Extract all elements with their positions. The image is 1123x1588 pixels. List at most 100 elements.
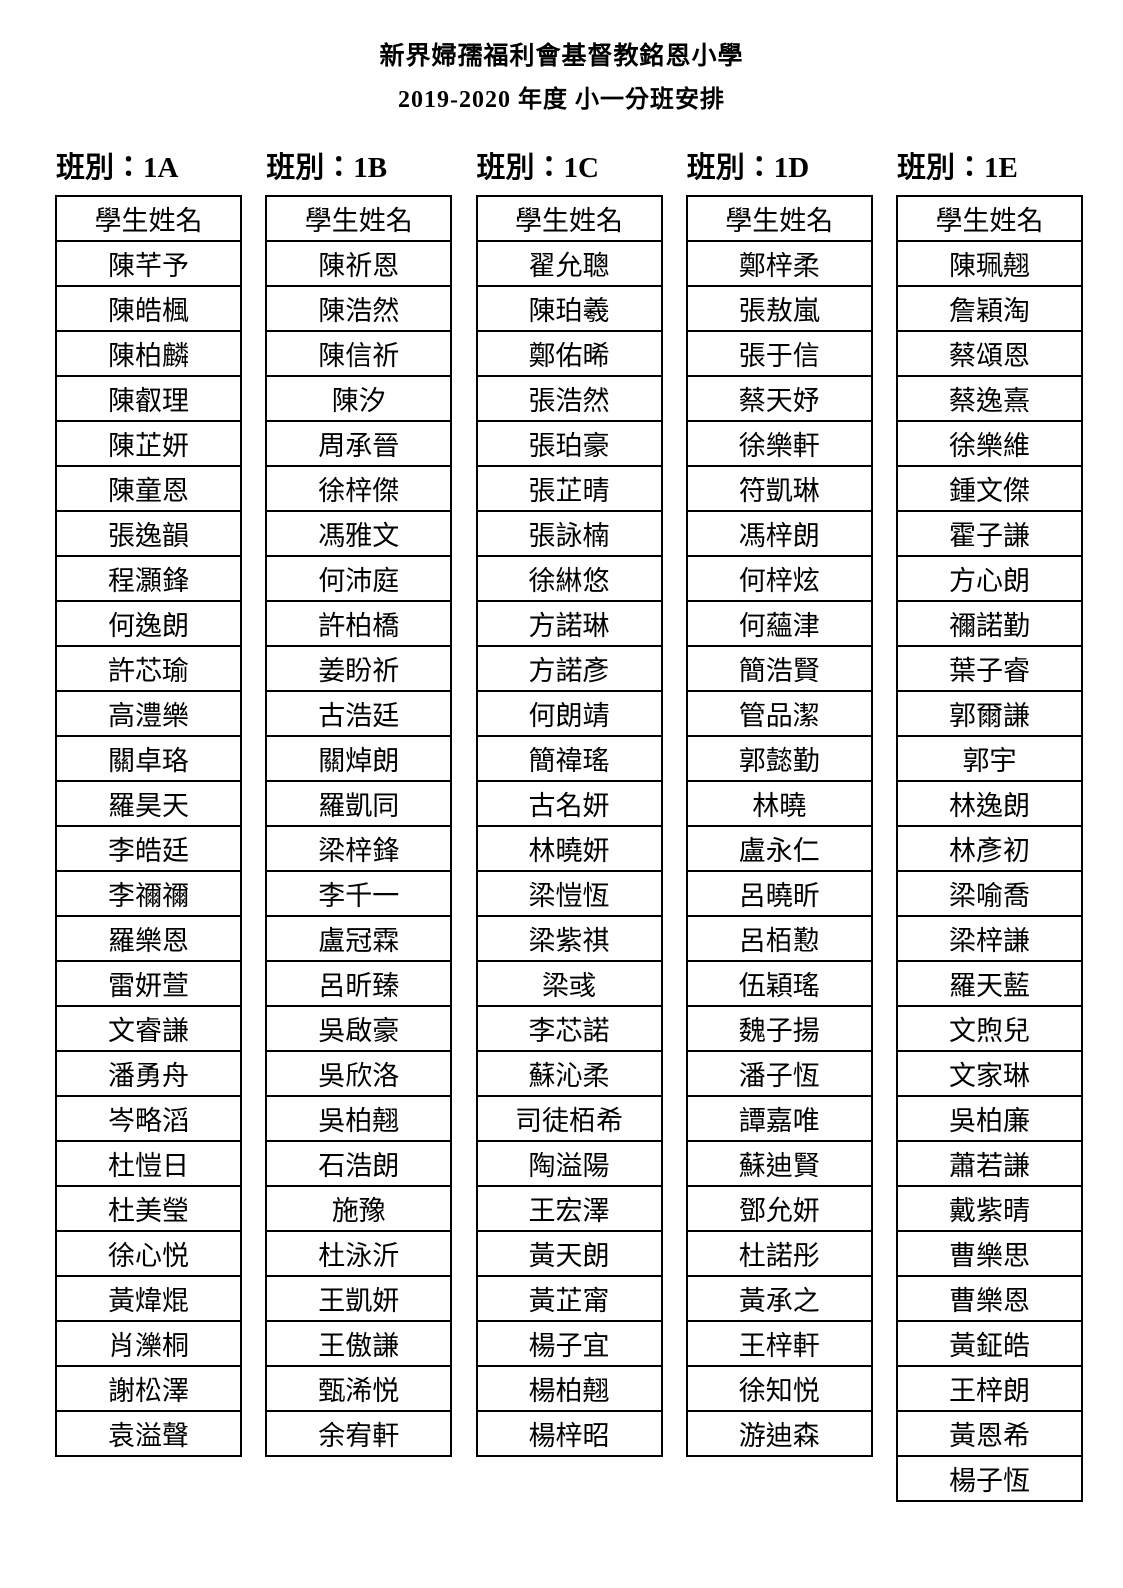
student-row: 魏子揚 <box>685 1005 873 1052</box>
class-label-1a: 班別：1A <box>56 152 179 184</box>
student-row: 管品潔 <box>685 690 873 737</box>
student-roster-table-1c: 學生姓名 翟允聰 陳珀羲 鄭佑晞 張浩然 張珀豪 張芷晴 張詠楠 徐綝悠 方諾琳 方諾彥 何朗靖 簡禕… <box>475 195 663 1457</box>
student-row: 游迪森 <box>685 1410 873 1457</box>
student-name-cell: 楊子宜 <box>475 1320 663 1367</box>
student-row: 羅天藍 <box>896 960 1083 1007</box>
student-name-cell: 王凱妍 <box>265 1275 453 1322</box>
student-row: 梁梓謙 <box>896 915 1083 962</box>
student-name-cell: 陳珮翹 <box>896 240 1083 287</box>
student-row: 戴紫晴 <box>896 1185 1083 1232</box>
student-name-cell: 蘇沁柔 <box>475 1050 663 1097</box>
student-row: 王傲謙 <box>265 1320 453 1367</box>
student-row: 林彥初 <box>896 825 1083 872</box>
class-columns: 班別：1A 學生姓名 陳芊予 陳皓楓 陳柏麟 陳叡理 陳芷妍 陳童恩 張逸韻 程灝鋒 何逸朗 許芯… <box>0 144 1123 1542</box>
student-row: 郭宇 <box>896 735 1083 782</box>
student-row: 黃芷甯 <box>475 1275 663 1322</box>
student-name-cell: 杜泳沂 <box>265 1230 453 1277</box>
school-name: 新界婦孺福利會基督教銘恩小學 <box>379 43 744 70</box>
student-name-cell: 禰諾勤 <box>896 600 1083 647</box>
student-name-cell: 徐樂維 <box>896 420 1083 467</box>
student-name-cell: 何沛庭 <box>265 555 453 602</box>
student-row: 肖濼桐 <box>55 1320 242 1367</box>
student-row: 陳汐 <box>265 375 453 422</box>
student-name-cell: 郭宇 <box>896 735 1083 782</box>
student-name-cell: 蔡天妤 <box>685 375 873 422</box>
student-name-cell: 文家琳 <box>896 1050 1083 1097</box>
student-name-cell: 楊子恆 <box>896 1455 1083 1502</box>
student-row: 余宥軒 <box>265 1410 453 1457</box>
student-name-cell: 呂昕臻 <box>265 960 453 1007</box>
student-name-cell: 呂栢懃 <box>685 915 873 962</box>
student-name-cell: 林彥初 <box>896 825 1083 872</box>
student-name-cell: 姜盼祈 <box>265 645 453 692</box>
roster-header-row: 學生姓名 <box>896 195 1083 242</box>
student-name-cell: 黃煒焜 <box>55 1275 242 1322</box>
student-row: 李禰禰 <box>55 870 242 917</box>
student-row: 李芯諾 <box>475 1005 663 1052</box>
student-name-cell: 梁愷恆 <box>475 870 663 917</box>
student-name-cell: 甄浠悦 <box>265 1365 453 1412</box>
class-label-1e: 班別：1E <box>897 152 1018 184</box>
student-row: 關焯朗 <box>265 735 453 782</box>
student-row: 方諾彥 <box>475 645 663 692</box>
student-name-cell: 何梓炫 <box>685 555 873 602</box>
student-row: 黃鉦皓 <box>896 1320 1083 1367</box>
student-name-cell: 司徒栢希 <box>475 1095 663 1142</box>
student-name-cell: 陳珀羲 <box>475 285 663 332</box>
student-row: 黃恩希 <box>896 1410 1083 1457</box>
student-row: 許芯瑜 <box>55 645 242 692</box>
student-name-cell: 何朗靖 <box>475 690 663 737</box>
student-name-cell: 翟允聰 <box>475 240 663 287</box>
student-row: 周承晉 <box>265 420 453 467</box>
student-row: 施豫 <box>265 1185 453 1232</box>
student-row: 葉子睿 <box>896 645 1083 692</box>
student-name-cell: 張逸韻 <box>55 510 242 557</box>
class-column-1d: 班別：1D 學生姓名 鄭梓柔 張敖嵐 張于信 蔡天妤 徐樂軒 符凱琳 馮梓朗 何梓炫 何蘊津 簡浩… <box>685 144 873 1457</box>
student-name-cell: 郭爾謙 <box>896 690 1083 737</box>
student-name-cell: 蘇迪賢 <box>685 1140 873 1187</box>
student-name-cell: 林逸朗 <box>896 780 1083 827</box>
student-row: 何逸朗 <box>55 600 242 647</box>
student-name-cell: 方心朗 <box>896 555 1083 602</box>
roster-header-row: 學生姓名 <box>265 195 453 242</box>
student-name-cell: 陳叡理 <box>55 375 242 422</box>
student-name-cell: 吳柏廉 <box>896 1095 1083 1142</box>
student-name-cell: 鄧允妍 <box>685 1185 873 1232</box>
student-row: 鄧允妍 <box>685 1185 873 1232</box>
student-name-cell: 方諾琳 <box>475 600 663 647</box>
student-name-cell: 林曉 <box>685 780 873 827</box>
roster-header-row: 學生姓名 <box>685 195 873 242</box>
student-row: 張詠楠 <box>475 510 663 557</box>
student-name-cell: 詹穎淘 <box>896 285 1083 332</box>
student-name-cell: 文煦兒 <box>896 1005 1083 1052</box>
student-name-cell: 譚嘉唯 <box>685 1095 873 1142</box>
student-row: 伍穎瑤 <box>685 960 873 1007</box>
roster-header-cell: 學生姓名 <box>475 195 663 242</box>
student-row: 呂昕臻 <box>265 960 453 1007</box>
student-name-cell: 梁梓謙 <box>896 915 1083 962</box>
student-row: 何蘊津 <box>685 600 873 647</box>
student-name-cell: 黃承之 <box>685 1275 873 1322</box>
document-subtitle: 2019-2020 年度 小一分班安排 <box>398 87 725 113</box>
student-name-cell: 黃恩希 <box>896 1410 1083 1457</box>
student-name-cell: 吳啟豪 <box>265 1005 453 1052</box>
student-row: 杜泳沂 <box>265 1230 453 1277</box>
student-row: 王宏澤 <box>475 1185 663 1232</box>
student-row: 王梓朗 <box>896 1365 1083 1412</box>
student-name-cell: 管品潔 <box>685 690 873 737</box>
student-row: 吳欣洛 <box>265 1050 453 1097</box>
student-name-cell: 魏子揚 <box>685 1005 873 1052</box>
student-row: 陳珀羲 <box>475 285 663 332</box>
student-name-cell: 李芯諾 <box>475 1005 663 1052</box>
student-row: 方心朗 <box>896 555 1083 602</box>
student-row: 鄭佑晞 <box>475 330 663 377</box>
student-row: 陳童恩 <box>55 465 242 512</box>
student-row: 符凱琳 <box>685 465 873 512</box>
student-row: 陳皓楓 <box>55 285 242 332</box>
student-row: 簡禕瑤 <box>475 735 663 782</box>
student-row: 黃天朗 <box>475 1230 663 1277</box>
student-row: 梁喻喬 <box>896 870 1083 917</box>
student-name-cell: 徐知悦 <box>685 1365 873 1412</box>
student-row: 古名妍 <box>475 780 663 827</box>
student-roster-table-1e: 學生姓名 陳珮翹 詹穎淘 蔡頌恩 蔡逸熹 徐樂維 鍾文傑 霍子謙 方心朗 禰諾勤 葉子睿 郭爾謙 郭宇… <box>896 195 1083 1502</box>
